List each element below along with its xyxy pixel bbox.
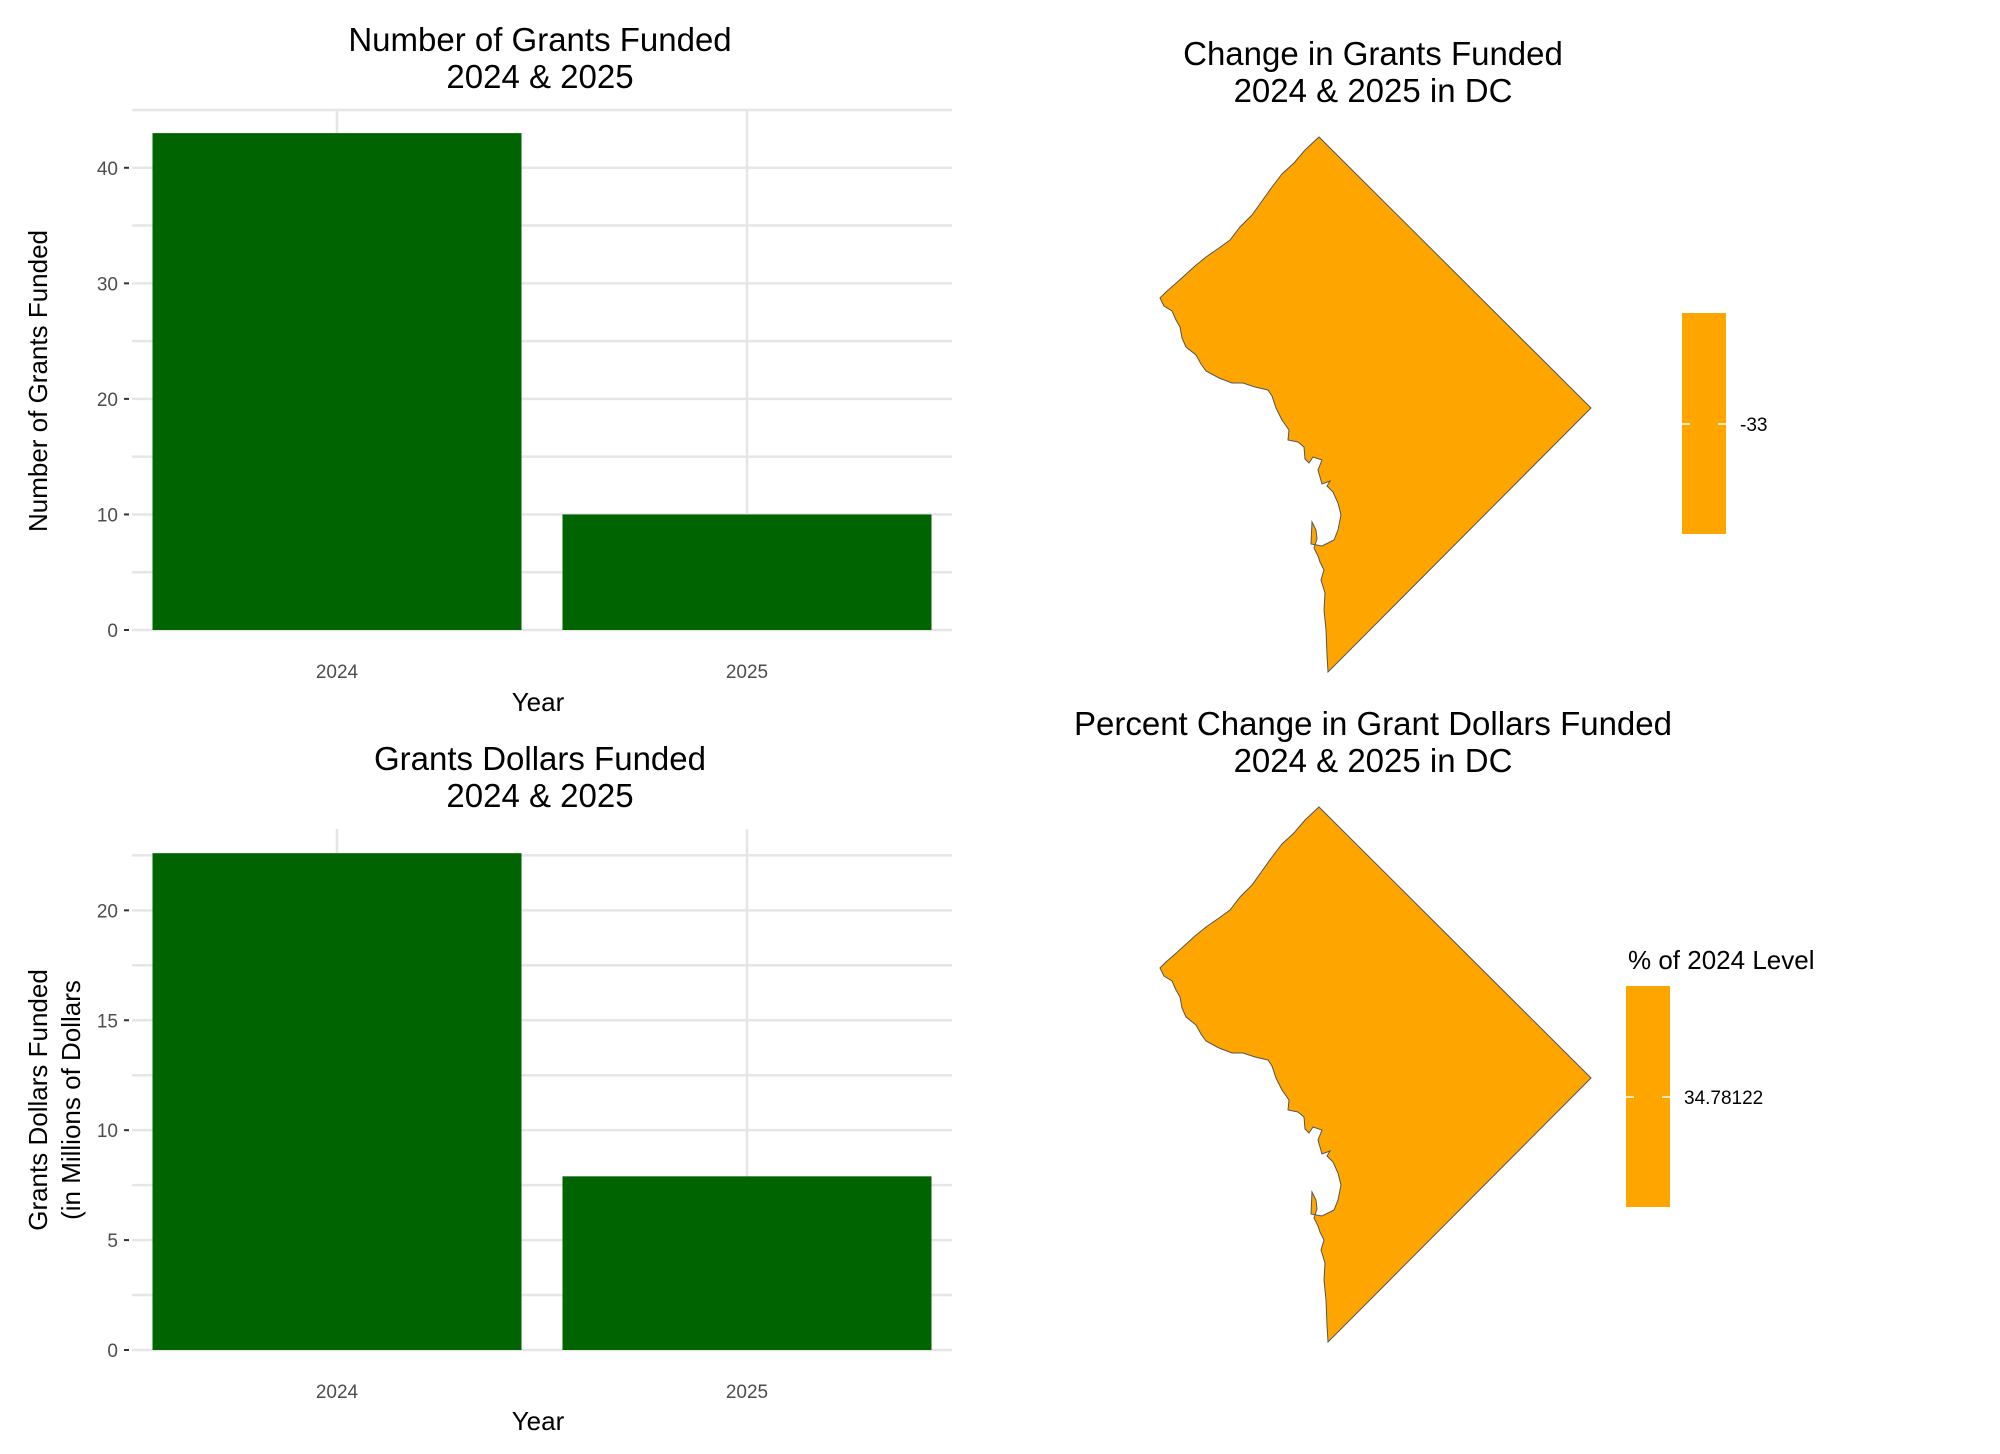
legend-label: 34.78122 xyxy=(1684,1088,1763,1109)
chart-subtitle: 2024 & 2025 in DC xyxy=(1234,72,1513,109)
x-axis-ticks: 2024 2025 xyxy=(316,1382,768,1403)
x-tick-label: 2025 xyxy=(726,662,768,683)
x-tick-label: 2024 xyxy=(316,662,359,683)
x-tick-label: 2025 xyxy=(726,1382,768,1403)
bars xyxy=(152,853,932,1350)
x-axis-title: Year xyxy=(512,1406,565,1436)
legend: % of 2024 Level 34.78122 xyxy=(1626,945,1814,1207)
x-axis-title: Year xyxy=(512,687,565,717)
y-axis-title: Number of Grants Funded xyxy=(23,230,53,532)
y-tick-label: 20 xyxy=(97,901,118,922)
bar xyxy=(152,853,522,1350)
legend-title: % of 2024 Level xyxy=(1628,945,1814,975)
bar-chart-grants-dollars: Grants Dollars Funded 2024 & 2025 0 5 10 15… xyxy=(23,740,952,1436)
y-tick-label: 10 xyxy=(97,505,118,526)
y-axis-title-line2: (in Millions of Dollars xyxy=(56,980,86,1220)
x-tick-label: 2024 xyxy=(316,1382,359,1403)
y-tick-label: 20 xyxy=(97,390,118,411)
chart-subtitle: 2024 & 2025 in DC xyxy=(1234,742,1513,779)
y-axis-title: Grants Dollars Funded xyxy=(23,969,53,1231)
dc-map-region xyxy=(1159,806,1592,1344)
x-axis-ticks: 2024 2025 xyxy=(316,662,768,683)
chart-subtitle: 2024 & 2025 xyxy=(446,58,633,95)
bar xyxy=(562,514,932,630)
y-axis-ticks: 0 10 20 30 40 xyxy=(97,159,129,642)
bar-chart-grants-count: Number of Grants Funded 2024 & 2025 0 10 2… xyxy=(23,21,952,717)
y-tick-label: 40 xyxy=(97,159,118,180)
map-change-grants: Change in Grants Funded 2024 & 2025 in D… xyxy=(1159,35,1767,674)
legend-label: -33 xyxy=(1740,415,1767,436)
chart-title: Change in Grants Funded xyxy=(1183,35,1563,72)
chart-subtitle: 2024 & 2025 xyxy=(446,777,633,814)
legend: -33 xyxy=(1682,313,1767,534)
dc-map-region xyxy=(1159,136,1592,674)
bars xyxy=(152,133,932,630)
y-tick-label: 0 xyxy=(107,621,118,642)
y-tick-label: 0 xyxy=(107,1341,118,1362)
y-tick-label: 30 xyxy=(97,274,118,295)
bar xyxy=(562,1176,932,1350)
chart-title: Number of Grants Funded xyxy=(348,21,731,58)
y-tick-label: 15 xyxy=(97,1011,118,1032)
y-tick-label: 5 xyxy=(107,1231,118,1252)
y-tick-label: 10 xyxy=(97,1121,118,1142)
y-axis-ticks: 0 5 10 15 20 xyxy=(97,901,129,1362)
bar xyxy=(152,133,522,630)
chart-title: Percent Change in Grant Dollars Funded xyxy=(1074,705,1672,742)
chart-title: Grants Dollars Funded xyxy=(374,740,706,777)
map-percent-change-dollars: Percent Change in Grant Dollars Funded 2… xyxy=(1074,705,1814,1344)
